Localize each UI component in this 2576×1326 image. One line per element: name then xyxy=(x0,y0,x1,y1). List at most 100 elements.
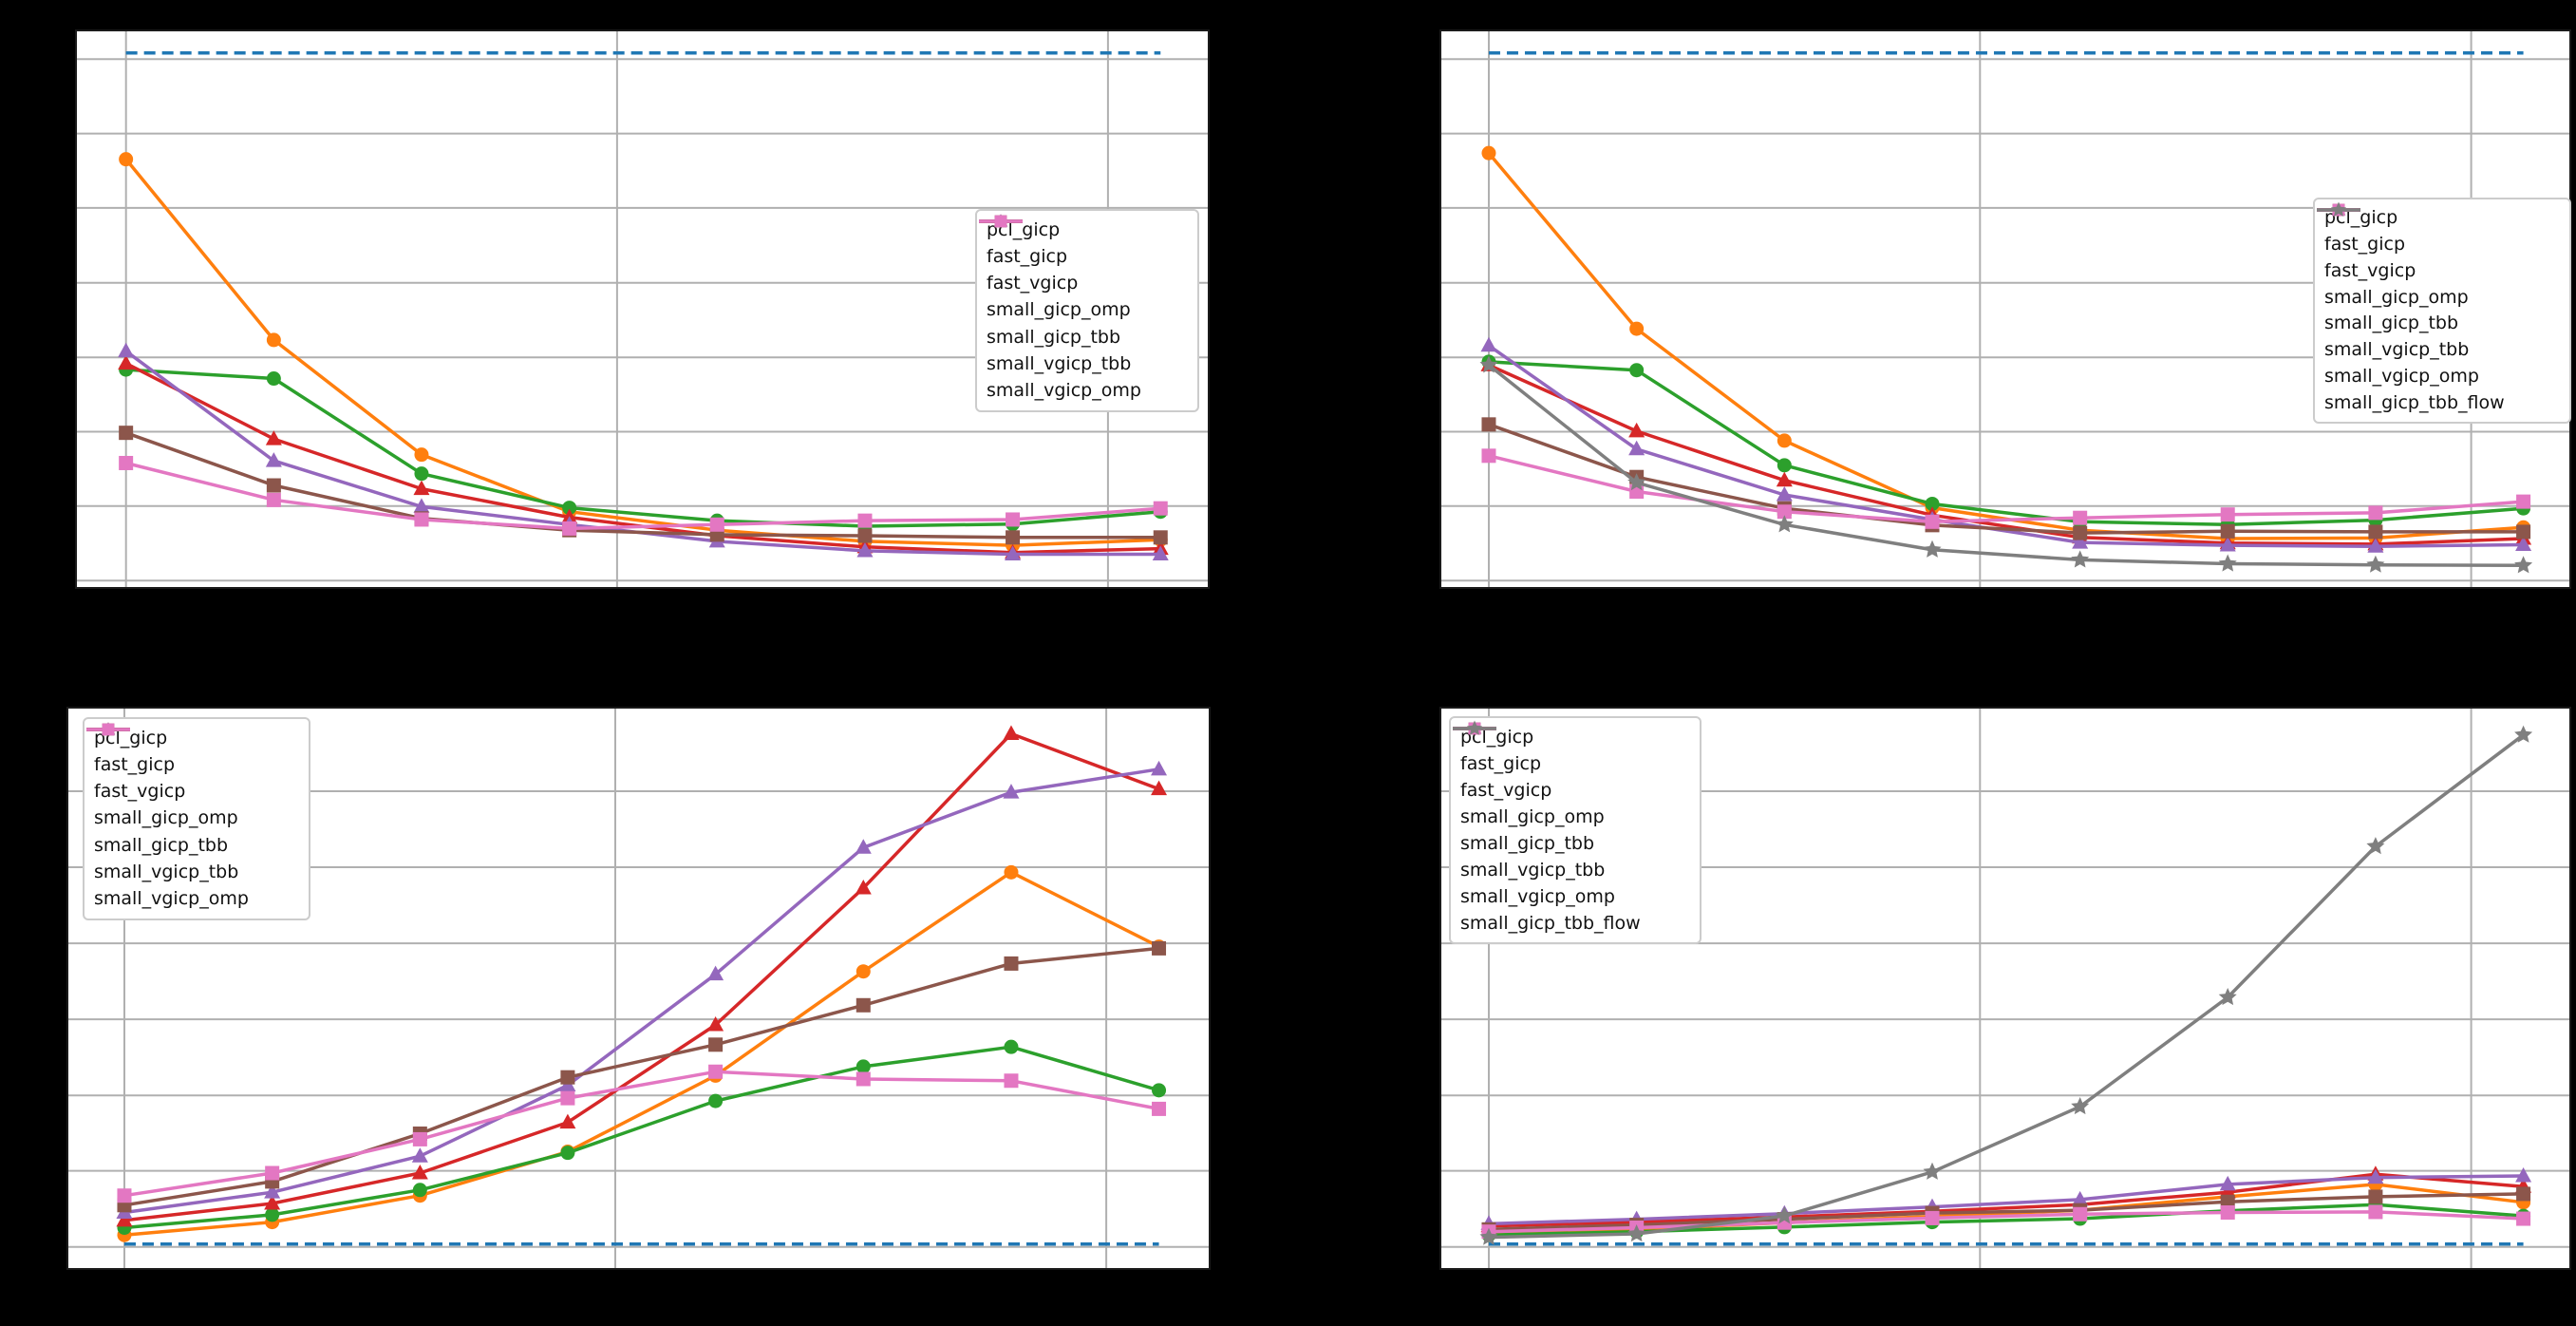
square-marker xyxy=(265,1165,280,1181)
legend-label: fast_gicp xyxy=(987,245,1068,267)
triangle-marker xyxy=(116,1211,133,1227)
circle-marker xyxy=(1777,458,1792,473)
square-marker xyxy=(1481,417,1496,432)
triangle-marker xyxy=(118,354,135,370)
square-marker xyxy=(2516,524,2531,540)
series-line-fast_gicp xyxy=(123,157,1163,547)
star-marker xyxy=(1627,1224,1646,1242)
series-line-small_vgicp_omp xyxy=(123,461,1163,531)
legend-item: small_vgicp_tbb xyxy=(86,723,299,881)
legend-box: pcl_gicp fast_gicp fast_vgicp small_gicp_om… xyxy=(83,717,310,920)
series-line-small_vgicp_omp xyxy=(122,1070,1161,1198)
square-marker xyxy=(119,455,134,470)
square-marker xyxy=(560,1070,575,1085)
circle-marker xyxy=(1629,321,1645,336)
legend-label: fast_vgicp xyxy=(94,781,186,803)
legend-label: small_gicp_tbb xyxy=(94,834,229,856)
legend-label: small_gicp_tbb xyxy=(2324,313,2459,334)
legend-label: fast_vgicp xyxy=(987,273,1079,294)
triangle-marker xyxy=(265,452,282,467)
square-marker xyxy=(1925,514,1940,529)
star-marker xyxy=(1923,540,1942,558)
triangle-marker xyxy=(1628,440,1645,456)
star-marker xyxy=(2366,555,2385,573)
triangle-marker xyxy=(855,839,872,854)
square-marker xyxy=(2368,505,2383,521)
square-marker xyxy=(1481,448,1496,464)
triangle-marker xyxy=(1480,336,1497,352)
circle-marker xyxy=(708,1093,724,1108)
square-marker xyxy=(2516,1186,2531,1202)
legend-label: small_gicp_omp xyxy=(1460,805,1605,827)
legend-item: small_vgicp_tbb xyxy=(2317,203,2560,361)
square-marker xyxy=(994,215,1007,228)
legend-label: small_vgicp_omp xyxy=(2324,365,2479,387)
star-marker xyxy=(2071,1097,2090,1115)
circle-marker xyxy=(412,1183,427,1198)
circle-marker xyxy=(1777,433,1792,448)
triangle-marker xyxy=(1776,486,1793,502)
circle-marker xyxy=(1004,1039,1019,1054)
triangle-marker xyxy=(2367,1168,2384,1184)
square-marker xyxy=(857,513,873,528)
circle-marker xyxy=(266,371,281,387)
triangle-marker xyxy=(1005,545,1022,560)
series-line-small_vgicp_omp xyxy=(1487,454,2526,524)
square-marker xyxy=(708,1037,724,1052)
star-marker xyxy=(2514,556,2533,574)
series-line-small_vgicp_tbb xyxy=(123,430,1163,540)
star-marker xyxy=(1627,473,1646,491)
circle-marker xyxy=(1925,496,1940,511)
triangle-marker xyxy=(2367,538,2384,553)
square-marker xyxy=(1153,530,1168,545)
square-marker xyxy=(2368,1189,2383,1204)
legend-box: pcl_gicp fast_gicp fast_vgicp small_gicp_om… xyxy=(2313,198,2571,424)
legend-item: small_vgicp_omp xyxy=(86,723,299,908)
triangle-marker xyxy=(413,480,430,496)
star-marker xyxy=(2218,554,2237,572)
square-marker xyxy=(2073,1206,2088,1222)
star-marker xyxy=(1775,515,1794,533)
legend-label: small_vgicp_omp xyxy=(987,380,1141,402)
triangle-marker xyxy=(265,430,282,445)
circle-marker xyxy=(1481,145,1496,161)
star-marker xyxy=(2514,725,2533,743)
square-marker xyxy=(1006,530,1021,545)
circle-marker xyxy=(266,332,281,348)
legend-label: fast_gicp xyxy=(1460,752,1542,774)
triangle-marker xyxy=(1776,471,1793,487)
triangle-marker xyxy=(411,1147,428,1163)
legend-label: fast_gicp xyxy=(94,753,176,775)
square-marker xyxy=(708,1064,724,1079)
legend-label: small_gicp_tbb_flow xyxy=(2324,391,2505,413)
square-marker xyxy=(266,492,281,507)
star-marker xyxy=(1479,355,1498,373)
triangle-marker xyxy=(2219,537,2236,552)
star-marker xyxy=(2330,201,2347,217)
square-marker xyxy=(414,512,429,527)
square-marker xyxy=(2073,525,2088,540)
star-marker-icon xyxy=(1453,720,1496,735)
star-marker xyxy=(2071,550,2090,568)
triangle-marker xyxy=(2515,536,2532,551)
legend-item: small_gicp_tbb xyxy=(1453,721,1690,854)
legend-label: small_gicp_omp xyxy=(2324,286,2469,308)
square-marker xyxy=(1925,1210,1940,1225)
triangle-marker xyxy=(707,965,724,981)
legend-item: small_gicp_tbb xyxy=(86,722,299,856)
square-marker xyxy=(2220,1205,2235,1221)
square-marker xyxy=(562,521,577,536)
star-marker xyxy=(2366,837,2385,855)
legend-item: fast_gicp xyxy=(2317,203,2560,254)
circle-marker xyxy=(414,447,429,463)
triangle-marker xyxy=(855,879,872,895)
circle-marker xyxy=(1152,1083,1167,1098)
star-marker xyxy=(1923,1162,1942,1180)
circle-marker xyxy=(856,964,871,979)
legend-item: small_gicp_omp xyxy=(2317,202,2560,308)
square-marker xyxy=(1152,1101,1167,1116)
circle-marker xyxy=(1629,363,1645,378)
triangle-marker xyxy=(1151,760,1168,776)
legend-label: small_gicp_tbb xyxy=(1460,832,1595,854)
legend-label: small_vgicp_tbb xyxy=(2324,339,2470,361)
